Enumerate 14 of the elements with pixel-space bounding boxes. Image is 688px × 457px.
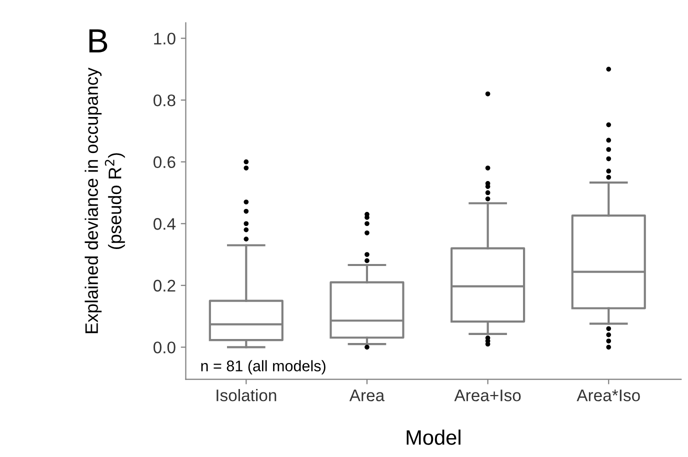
y-tick-label: 0.6 [154, 156, 176, 168]
y-tick-label: 0.0 [154, 342, 176, 354]
x-tick-label: Area+Iso [454, 390, 521, 402]
x-axis-title: Model [406, 430, 460, 445]
y-tick-label: 0.2 [154, 280, 176, 292]
x-tick-label: Area*Iso [576, 390, 640, 402]
x-tick-label: Isolation [216, 389, 276, 402]
annotation: n = 81 (all models) [201, 360, 326, 374]
y-tick-label: 1.0 [154, 32, 176, 44]
y-tick-label: 0.4 [154, 218, 176, 230]
x-tick-label: Area [349, 390, 385, 402]
text: B [89, 29, 108, 52]
y-tick-label: 0.8 [154, 94, 176, 106]
y-axis-title: Explained deviance in occupancy (pseudo R$^{2}$) [84, 68, 125, 334]
